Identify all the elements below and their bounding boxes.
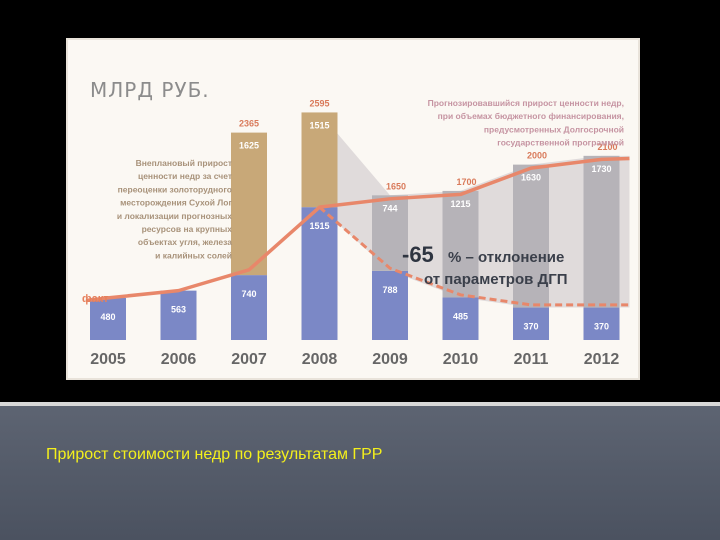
year-tick-2009: 2009 bbox=[372, 351, 408, 368]
chart-figure: МЛРД РУБ. 480 563 740 1625 2365 1515 1515 2595 7… bbox=[68, 40, 638, 378]
left-note-line-5: и локализации прогнозных bbox=[117, 211, 232, 221]
fact-bar-2012 bbox=[583, 307, 620, 340]
unit-title: МЛРД РУБ. bbox=[90, 78, 210, 102]
fact-bar-2008 bbox=[301, 207, 338, 340]
total-value-2009: 1650 bbox=[386, 181, 406, 191]
fact-value-2007: 740 bbox=[241, 289, 256, 299]
fact-value-2010: 485 bbox=[453, 311, 468, 321]
year-tick-2008: 2008 bbox=[302, 351, 338, 368]
total-value-2007: 2365 bbox=[239, 119, 259, 129]
left-note-line-4: месторождения Сухой Лог bbox=[120, 198, 232, 208]
upper-value-2007: 1625 bbox=[239, 141, 259, 151]
fact-value-2009: 788 bbox=[382, 285, 397, 295]
slide-top-area: МЛРД РУБ. 480 563 740 1625 2365 1515 1515 2595 7… bbox=[68, 40, 638, 378]
fact-bar-2010 bbox=[442, 297, 479, 340]
top-note-line-1: Прогнозировавшийся прирост ценности недр… bbox=[428, 98, 624, 108]
deviation-text-1: % – отклонение bbox=[448, 249, 564, 266]
deviation-value: -65 bbox=[402, 242, 434, 267]
upper-value-2012: 1730 bbox=[591, 164, 611, 174]
upper-bar-2011 bbox=[513, 164, 549, 308]
year-tick-2011: 2011 bbox=[514, 351, 549, 368]
year-tick-2012: 2012 bbox=[584, 351, 620, 368]
fact-value-2012: 370 bbox=[594, 322, 609, 332]
fact-bar-2009 bbox=[372, 270, 408, 340]
year-tick-2005: 2005 bbox=[90, 351, 126, 368]
top-note-line-4: государственной программой bbox=[497, 138, 624, 148]
left-note-line-7: объектах угля, железа bbox=[138, 237, 232, 247]
upper-value-2008: 1515 bbox=[309, 120, 329, 130]
slide-caption: Прирост стоимости недр по результатам ГР… bbox=[46, 446, 383, 463]
total-value-2012: 2100 bbox=[597, 142, 617, 152]
fact-value-2011: 370 bbox=[523, 322, 538, 332]
left-note-line-2: ценности недр за счет bbox=[138, 171, 232, 181]
deviation-annotation: -65 % – отклонение от параметров ДГП bbox=[402, 242, 567, 288]
left-note-line-8: и калийных солей bbox=[155, 250, 232, 260]
total-value-2010: 1700 bbox=[456, 177, 476, 187]
fact-bar-2005 bbox=[90, 297, 126, 340]
fact-bar-2006 bbox=[160, 290, 197, 340]
year-tick-2010: 2010 bbox=[443, 351, 479, 368]
fact-bar-2011 bbox=[513, 307, 549, 340]
fact-series-label: факт bbox=[82, 293, 109, 305]
top-note-line-3: предусмотренных Долгосрочной bbox=[484, 124, 624, 134]
year-tick-2006: 2006 bbox=[161, 351, 197, 368]
upper-bar-2012 bbox=[583, 155, 620, 308]
upper-bar-2008 bbox=[301, 112, 338, 208]
year-tick-2007: 2007 bbox=[231, 351, 267, 368]
total-value-2011: 2000 bbox=[527, 151, 547, 161]
top-note-line-2: при объемах бюджетного финансирования, bbox=[438, 111, 624, 121]
fact-bar-2007 bbox=[231, 275, 267, 340]
upper-value-2009: 744 bbox=[382, 203, 397, 213]
slide-divider bbox=[0, 402, 720, 406]
fact-line bbox=[318, 206, 630, 307]
total-value-2008: 2595 bbox=[309, 98, 329, 108]
left-note-line-1: Внеплановый прирост bbox=[136, 158, 232, 168]
upper-value-2010: 1215 bbox=[450, 199, 470, 209]
left-note-line-3: переоценки золоторудного bbox=[118, 184, 232, 194]
forecast-line bbox=[85, 156, 630, 303]
fact-value-2005: 480 bbox=[100, 312, 115, 322]
deviation-text-2: от параметров ДГП bbox=[424, 271, 567, 288]
upper-bar-2010 bbox=[442, 190, 479, 298]
left-note-line-6: ресурсов на крупных bbox=[142, 224, 233, 234]
upper-bar-2007 bbox=[231, 132, 267, 276]
fact-value-2006: 563 bbox=[171, 305, 186, 315]
upper-value-2011: 1630 bbox=[521, 173, 541, 183]
fact-value-2008: 1515 bbox=[309, 221, 329, 231]
slide-caption-area: Прирост стоимости недр по результатам ГР… bbox=[0, 406, 720, 540]
chart-canvas: МЛРД РУБ. 480 563 740 1625 2365 1515 1515 2595 7… bbox=[82, 78, 630, 368]
